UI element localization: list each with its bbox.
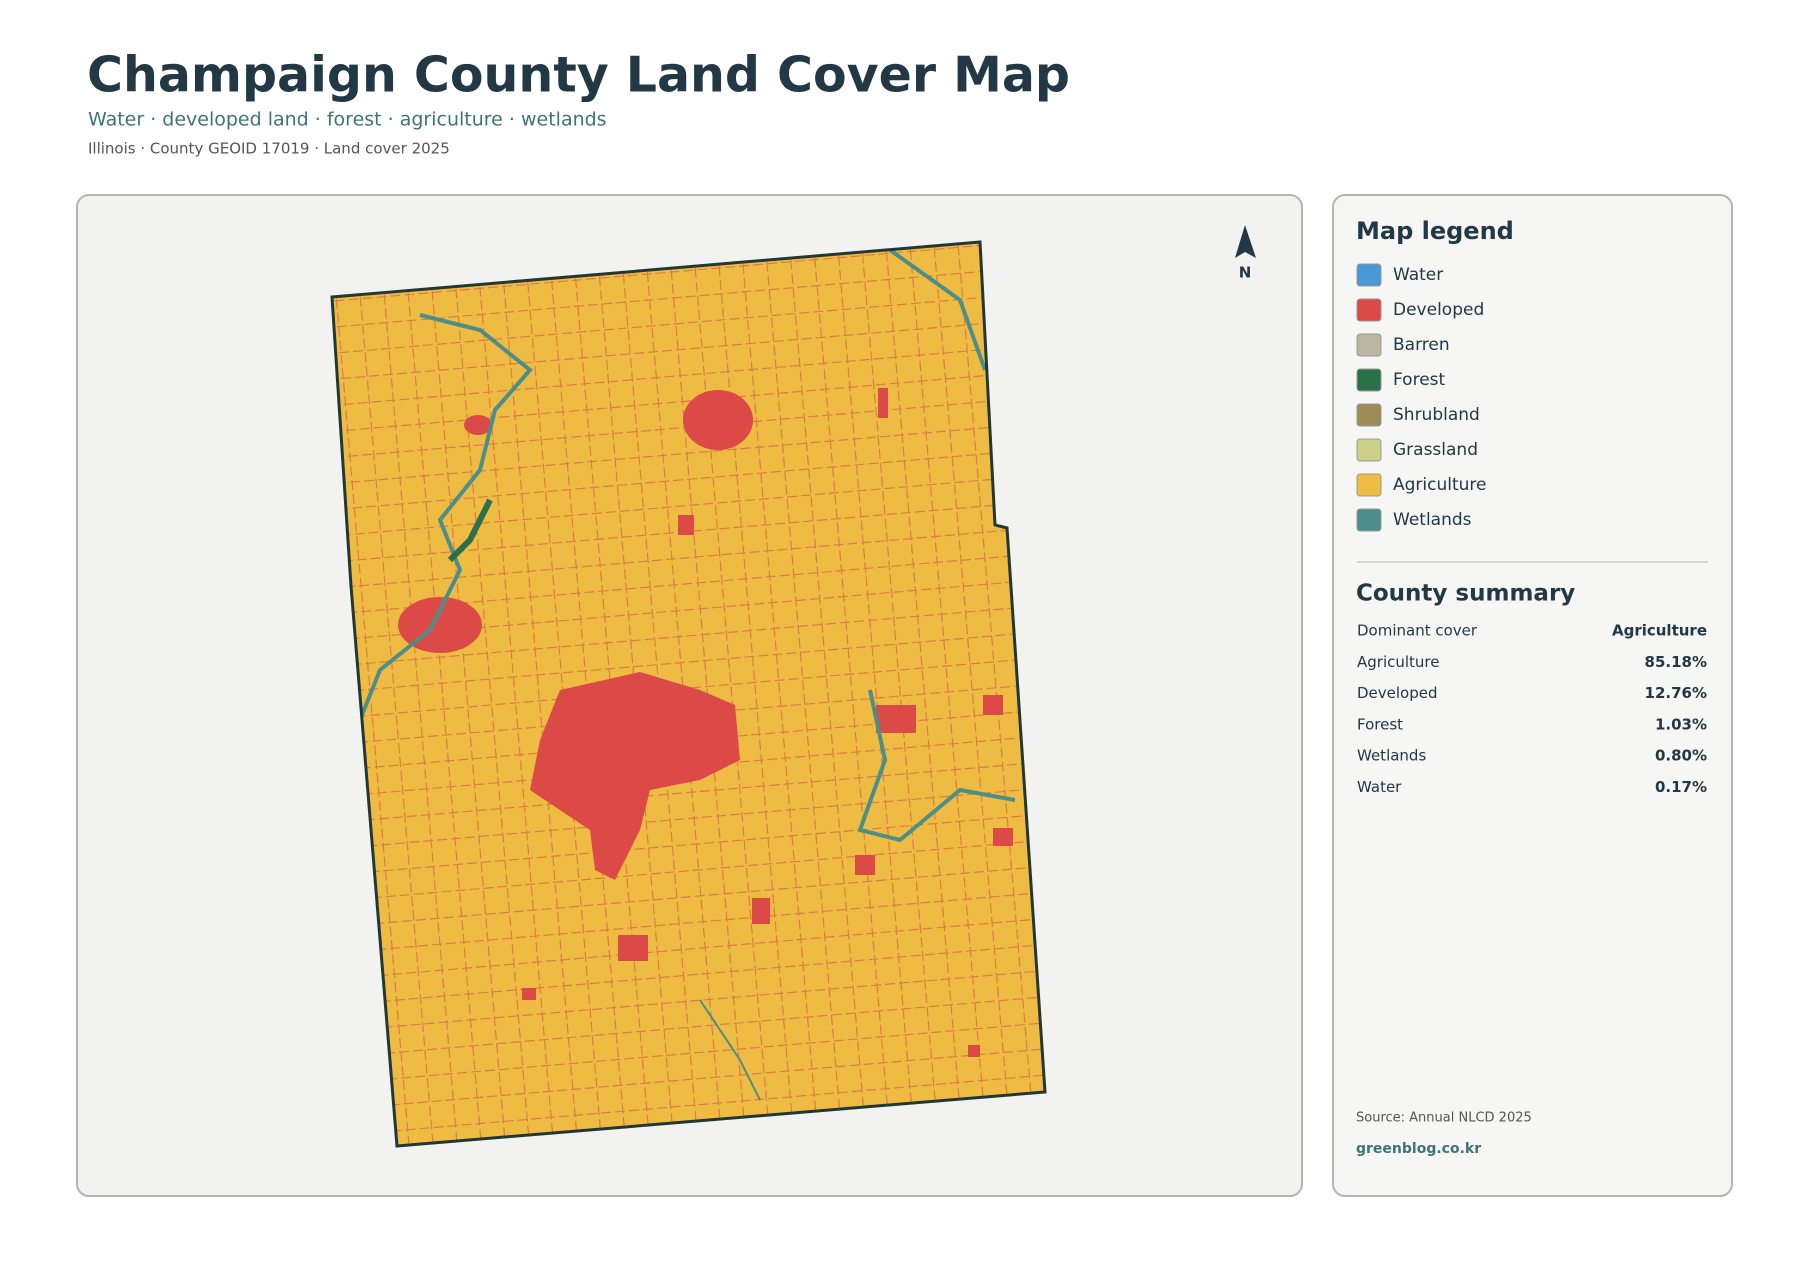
road [335,1066,1045,1137]
road [332,989,1045,1059]
subtitle: Water · developed land · forest · agricu… [88,109,607,131]
road [712,242,800,1146]
legend-label: Wetlands [1393,510,1472,530]
summary-label: Dominant cover [1357,622,1478,640]
summary-label: Developed [1357,684,1438,702]
summary-label: Forest [1357,715,1403,733]
legend-title: Map legend [1356,217,1514,245]
summary-value: 85.18% [1645,653,1707,671]
road [473,242,560,1146]
summary-label: Agriculture [1357,653,1440,671]
road [377,242,465,1146]
road [760,242,847,1146]
county-map [332,242,1045,1146]
road [784,242,871,1146]
summary-label: Wetlands [1357,747,1426,765]
summary-title: County summary [1356,581,1575,607]
summary-label: Water [1357,778,1402,796]
road [688,242,776,1146]
road [332,626,1045,697]
legend-label: Barren [1393,335,1450,355]
road [333,1040,1045,1111]
road [332,911,1045,982]
north-arrow [1235,225,1256,258]
summary-value: Agriculture [1612,622,1707,640]
road [332,937,1045,1007]
legend-label: Water [1393,265,1443,285]
road [951,242,1039,1146]
road [401,242,489,1146]
road [332,963,1045,1033]
road [879,242,967,1146]
road [332,419,1045,489]
legend-swatch [1356,368,1382,392]
meta: Illinois · County GEOID 17019 · Land cov… [88,140,450,158]
summary-value: 12.76% [1645,684,1707,702]
road [332,756,1045,826]
road [855,242,943,1146]
road [425,242,513,1146]
road [332,859,1045,930]
road [332,445,1045,515]
road [332,600,1045,671]
county-boundary [330,240,1047,1148]
road [332,393,1045,463]
legend-label: Grassland [1393,440,1478,460]
legend-label: Shrubland [1393,405,1480,425]
legend-swatch [1356,333,1382,357]
legend-label: Agriculture [1393,475,1487,495]
north-label: N [1239,264,1252,282]
road [332,289,1045,360]
road [903,242,991,1146]
legend-swatch [1356,508,1382,532]
road [332,242,417,1146]
road [808,242,895,1146]
road [332,833,1045,904]
road [332,242,1045,308]
legend-swatch [1356,403,1382,427]
road [497,242,584,1146]
road [332,315,1045,386]
road [927,242,1015,1146]
road [736,242,823,1146]
road [332,885,1045,956]
legend-swatch [1356,438,1382,462]
summary-value: 0.80% [1655,747,1707,765]
summary-value: 1.03% [1655,715,1707,733]
link[interactable]: greenblog.co.kr [1356,1141,1481,1157]
side-panel [1332,194,1733,1197]
road [332,471,1045,541]
road [832,242,919,1146]
summary-value: 0.17% [1655,778,1707,796]
road [332,522,1045,593]
legend-label: Developed [1393,300,1484,320]
summary: Dominant cover Agriculture Agriculture 85.1… [1357,622,1707,797]
road [332,1015,1045,1085]
legend: Water Developed Barren Forest Shrubland Grass… [1356,263,1487,532]
legend-label: Forest [1393,370,1446,390]
road [332,341,1045,412]
road [332,263,1045,334]
legend-swatch [1356,298,1382,322]
road [449,242,537,1146]
title: Champaign County Land Cover Map [87,47,1070,104]
road [353,242,441,1146]
legend-swatch [1356,263,1382,287]
road [332,367,1045,437]
source: Source: Annual NLCD 2025 [1356,1111,1532,1126]
road [332,807,1045,878]
legend-swatch [1356,473,1382,497]
road [332,652,1045,722]
